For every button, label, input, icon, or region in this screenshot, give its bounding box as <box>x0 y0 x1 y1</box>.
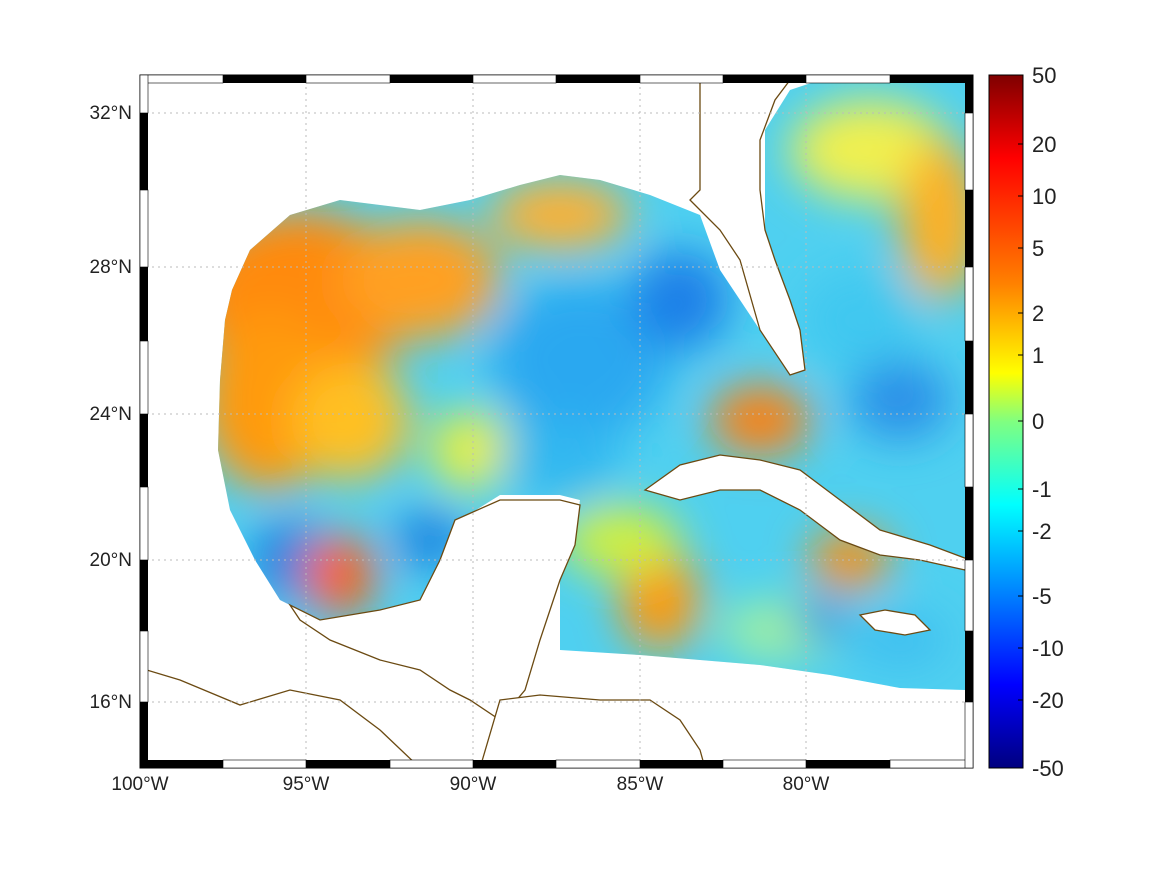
colorbar-gradient <box>988 74 1024 769</box>
colorbar-tick-label: 2 <box>1032 301 1044 326</box>
lon-tick-label: 85°W <box>617 774 664 795</box>
lon-tick-label: 80°W <box>783 774 830 795</box>
colorbar-tick-label: -1 <box>1032 477 1052 502</box>
lat-tick-label: 28°N <box>90 257 132 278</box>
land <box>140 79 971 768</box>
colorbar-tick-label: -2 <box>1032 519 1052 544</box>
lon-tick-label: 100°W <box>111 774 168 795</box>
colorbar-tick-label: 20 <box>1032 132 1056 157</box>
lat-tick-labels: 32°N 28°N 24°N 20°N 16°N <box>90 103 132 713</box>
lon-tick-label: 95°W <box>283 774 330 795</box>
central-america <box>140 667 421 768</box>
colorbar-tick-label: 5 <box>1032 236 1044 261</box>
map-frame <box>139 74 974 769</box>
lon-tick-label: 90°W <box>450 774 497 795</box>
colorbar-tick-label: 1 <box>1032 343 1044 368</box>
graticule <box>140 75 973 768</box>
lat-tick-label: 20°N <box>90 550 132 571</box>
colorbar-ticks <box>1018 74 1023 769</box>
lat-tick-label: 16°N <box>90 692 132 713</box>
colorbar-tick-label: 10 <box>1032 184 1056 209</box>
jamaica-island <box>858 609 932 636</box>
lon-tick-labels: 100°W 95°W 90°W 85°W 80°W <box>111 774 829 795</box>
lat-tick-label: 24°N <box>90 404 132 425</box>
colorbar: 50 20 10 5 2 1 0 -1 -2 -5 -10 -20 -50 <box>988 63 1064 781</box>
yucatan-peninsula <box>288 499 581 721</box>
colorbar-tick-label: -50 <box>1032 756 1064 781</box>
colorbar-tick-label: 0 <box>1032 409 1044 434</box>
colorbar-tick-label: 50 <box>1032 63 1056 88</box>
colorbar-tick-label: -10 <box>1032 636 1064 661</box>
honduras-coast <box>479 694 706 768</box>
lat-tick-label: 32°N <box>90 103 132 124</box>
colorbar-tick-label: -20 <box>1032 688 1064 713</box>
colorbar-tick-label: -5 <box>1032 584 1052 609</box>
